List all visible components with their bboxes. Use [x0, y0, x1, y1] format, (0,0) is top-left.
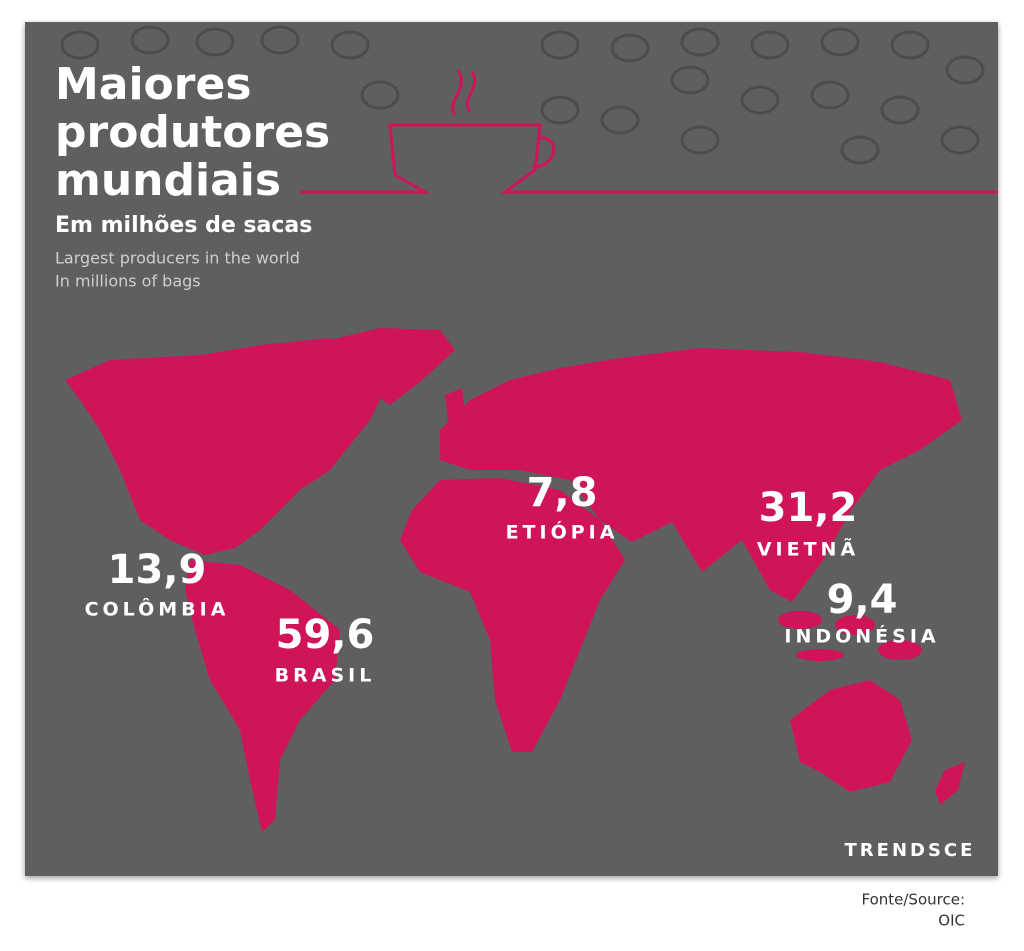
producer-country: VIETNÃ [757, 537, 859, 561]
producer-value: 13,9 [108, 547, 207, 593]
producer-value: 7,8 [527, 470, 598, 516]
coffee-cup [300, 69, 998, 194]
source: OIC [938, 912, 965, 930]
title-line: mundiais [55, 155, 281, 206]
producer-country: ETIÓPIA [506, 520, 619, 544]
producer-country: BRASIL [275, 665, 376, 687]
brand: TRENDSCE [845, 840, 976, 861]
subtitle-en: In millions of bags [55, 272, 201, 291]
title-line: Maiores [55, 59, 252, 110]
producer-value: 9,4 [827, 577, 898, 623]
world-map [65, 328, 965, 832]
subtitle: Em milhões de sacas [55, 213, 312, 238]
producer-value: 59,6 [276, 612, 375, 658]
subtitle-en: Largest producers in the world [55, 249, 300, 268]
bean-pattern [60, 25, 985, 165]
source: Fonte/Source: [861, 891, 965, 909]
producer-value: 31,2 [759, 485, 858, 531]
producer-country: COLÔMBIA [85, 597, 230, 621]
title-line: produtores [55, 107, 330, 158]
producer-country: INDONÉSIA [784, 625, 939, 648]
producer-labels: 13,9 COLÔMBIA 59,6 BRASIL 7,8 ETIÓPIA 31,2 VIET… [85, 470, 939, 687]
